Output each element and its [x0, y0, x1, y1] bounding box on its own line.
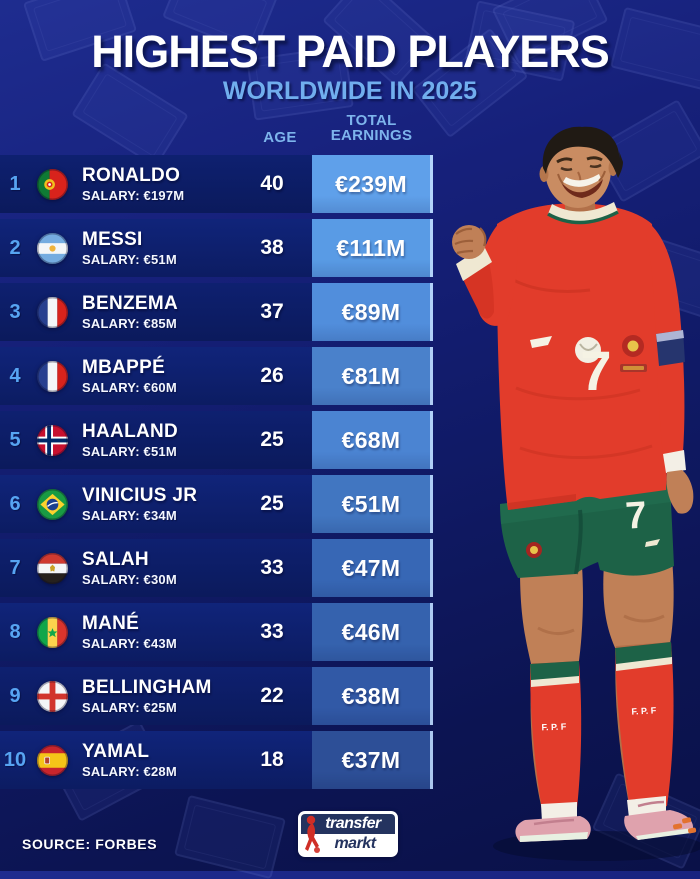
- banknote-shape: [553, 408, 667, 494]
- player-earnings: €239M: [312, 155, 433, 213]
- banknote-shape: [632, 236, 700, 326]
- player-salary: SALARY: €85M: [82, 315, 177, 331]
- player-age: 38: [260, 236, 284, 259]
- transfermarkt-logo-bottom-text: markt: [301, 834, 395, 854]
- player-row: 9 BELLINGHAM SALARY: €25M 22 €38M: [0, 667, 433, 725]
- player-earnings: €68M: [312, 411, 433, 469]
- country-flag-icon-england: [37, 680, 68, 712]
- player-earnings: €81M: [312, 347, 433, 405]
- player-age: 33: [260, 556, 284, 579]
- player-earnings: €38M: [312, 667, 433, 725]
- sock-label-left: F. P. F: [541, 722, 567, 733]
- rank-number: 1: [9, 172, 21, 195]
- player-name: SALAH: [82, 548, 149, 570]
- player-name: BENZEMA: [82, 292, 179, 314]
- player-earnings: €89M: [312, 283, 433, 341]
- page-subtitle: WORLDWIDE IN 2025: [222, 77, 478, 105]
- rank-number: 4: [9, 364, 21, 387]
- player-salary: SALARY: €51M: [82, 251, 177, 267]
- rank-number: 6: [9, 492, 21, 515]
- player-name: YAMAL: [82, 740, 150, 762]
- player-age: 18: [260, 748, 284, 771]
- column-header-earnings-line2: EARNINGS: [330, 127, 413, 144]
- country-flag-icon-norway: [37, 424, 68, 456]
- player-age: 22: [260, 684, 284, 707]
- player-age: 40: [260, 172, 284, 195]
- player-salary: SALARY: €197M: [82, 187, 185, 203]
- jersey-number: 7: [580, 339, 611, 402]
- player-row: 2 MESSI SALARY: €51M 38 €111M: [0, 219, 433, 277]
- player-name: BELLINGHAM: [82, 676, 212, 698]
- player-age: 37: [260, 300, 284, 323]
- player-row: 8 MANÉ SALARY: €43M 33 €46M: [0, 603, 433, 661]
- player-name: MBAPPÉ: [82, 356, 166, 378]
- column-header-earnings-line1: TOTAL: [346, 112, 397, 129]
- player-photo: F. P. F F. P. F 7 7: [452, 126, 700, 861]
- player-earnings: €37M: [312, 731, 433, 789]
- player-salary: SALARY: €34M: [82, 507, 177, 523]
- player-salary: SALARY: €60M: [82, 379, 177, 395]
- transfermarkt-logo-top-text: transfer: [301, 814, 395, 834]
- player-name: RONALDO: [82, 164, 181, 186]
- country-flag-icon-senegal: [37, 616, 68, 648]
- transfermarkt-kicker-icon: [305, 815, 320, 853]
- player-age: 25: [260, 492, 284, 515]
- banknote-shape: [591, 772, 700, 870]
- player-name: HAALAND: [82, 420, 179, 442]
- player-name: MANÉ: [82, 612, 140, 634]
- rank-number: 2: [9, 236, 21, 259]
- player-row: 6 VINICIUS JR SALARY: €34M 25 €51M: [0, 475, 433, 533]
- source-credit: SOURCE: FORBES: [22, 836, 158, 852]
- rank-number: 10: [3, 748, 27, 771]
- player-earnings: €46M: [312, 603, 433, 661]
- player-salary: SALARY: €43M: [82, 635, 177, 651]
- country-flag-icon-portugal: [37, 168, 68, 200]
- country-flag-icon-egypt: [37, 552, 68, 584]
- country-flag-icon-france: [37, 360, 68, 392]
- banknote-shape: [591, 99, 700, 203]
- country-flag-icon-brazil: [37, 488, 68, 520]
- player-salary: SALARY: €51M: [82, 443, 177, 459]
- country-flag-icon-spain: [37, 744, 68, 776]
- rank-number: 5: [9, 428, 21, 451]
- player-row: 1 RONALDO SALARY: €197M 40 €239M: [0, 155, 433, 213]
- player-row: 5 HAALAND SALARY: €51M 25 €68M: [0, 411, 433, 469]
- player-name: VINICIUS JR: [82, 484, 198, 506]
- rank-number: 3: [9, 300, 21, 323]
- player-earnings: €51M: [312, 475, 433, 533]
- player-row: 10 YAMAL SALARY: €28M 18 €37M: [0, 731, 433, 789]
- player-salary: SALARY: €25M: [82, 699, 177, 715]
- country-flag-icon-france: [37, 296, 68, 328]
- shorts-number: 7: [624, 494, 648, 537]
- column-header-earnings: TOTAL EARNINGS: [311, 113, 432, 143]
- country-flag-icon-argentina: [37, 232, 68, 264]
- player-row: 7 SALAH SALARY: €30M 33 €47M: [0, 539, 433, 597]
- player-age: 33: [260, 620, 284, 643]
- banknote-shape: [173, 794, 287, 879]
- player-earnings: €47M: [312, 539, 433, 597]
- player-earnings: €111M: [312, 219, 433, 277]
- rank-number: 7: [9, 556, 21, 579]
- player-age: 25: [260, 428, 284, 451]
- sock-label-right: F. P. F: [631, 705, 657, 716]
- player-salary: SALARY: €30M: [82, 571, 177, 587]
- player-salary: SALARY: €28M: [82, 763, 177, 779]
- player-row: 3 BENZEMA SALARY: €85M 37 €89M: [0, 283, 433, 341]
- transfermarkt-logo: transfer markt: [298, 811, 398, 857]
- player-shadow: [493, 831, 700, 861]
- rank-number: 8: [9, 620, 21, 643]
- players-table: 1 RONALDO SALARY: €197M 40 €239M 2 MESSI…: [0, 155, 433, 795]
- page-title: HIGHEST PAID PLAYERS: [91, 26, 610, 77]
- rank-number: 9: [9, 684, 21, 707]
- player-age: 26: [260, 364, 284, 387]
- column-header-age: AGE: [263, 129, 297, 146]
- player-name: MESSI: [82, 228, 143, 250]
- player-row: 4 MBAPPÉ SALARY: €60M 26 €81M: [0, 347, 433, 405]
